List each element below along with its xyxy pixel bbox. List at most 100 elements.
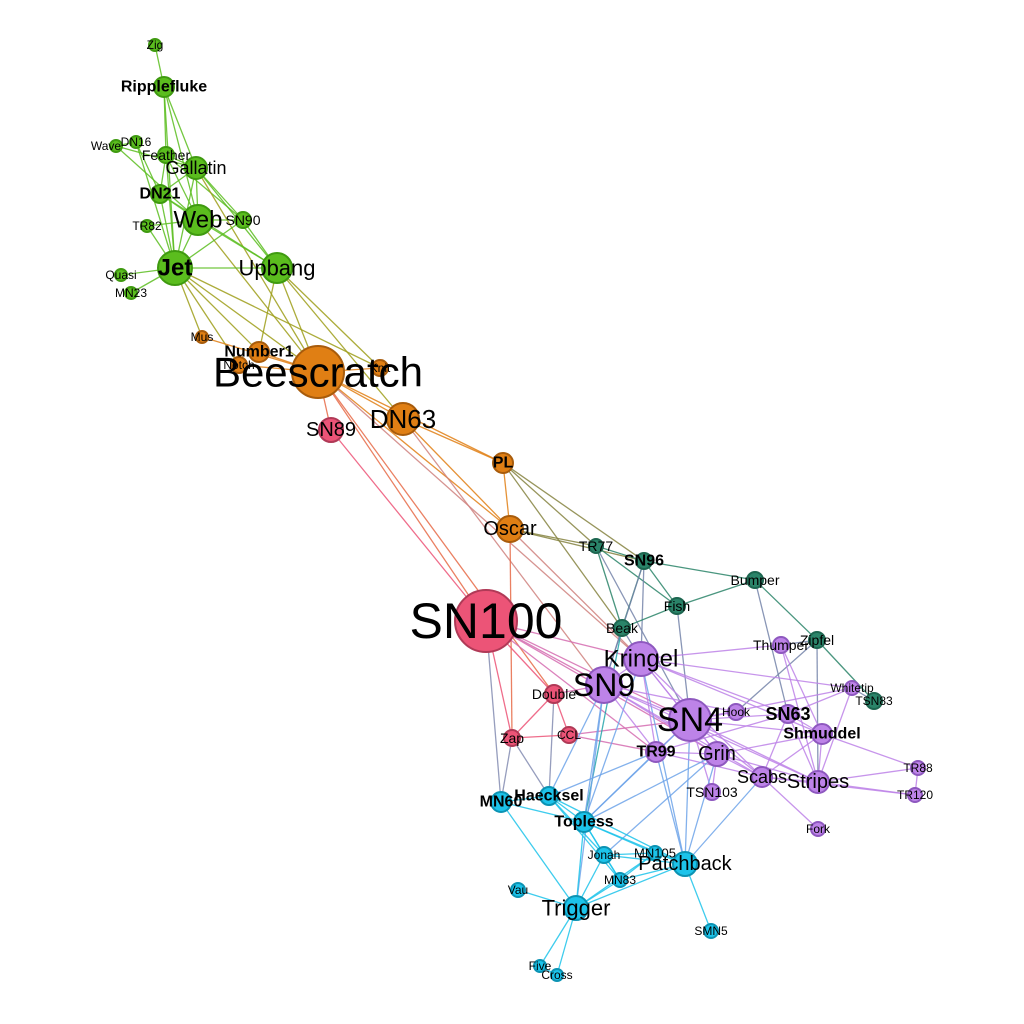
- node-label-cross: Cross: [541, 968, 572, 982]
- node-dn16[interactable]: [129, 135, 143, 149]
- node-mn23[interactable]: [124, 286, 138, 300]
- node-sn9[interactable]: [585, 666, 623, 704]
- edge-sn4-whitetip: [689, 687, 853, 721]
- node-jonah[interactable]: [595, 846, 613, 864]
- node-double[interactable]: [544, 684, 564, 704]
- edge-double-zap: [511, 693, 555, 739]
- node-patchback[interactable]: [672, 851, 698, 877]
- node-stripes[interactable]: [806, 770, 830, 794]
- node-fork[interactable]: [810, 821, 826, 837]
- node-label-tr88: TR88: [903, 761, 933, 775]
- edge-upbang-knit: [276, 267, 381, 369]
- edge-topless-patchback: [583, 821, 686, 865]
- edge-dn63-sn9: [402, 418, 605, 686]
- node-tr82[interactable]: [140, 219, 154, 233]
- node-label-sn89: SN89: [306, 419, 356, 441]
- node-zipfel[interactable]: [808, 631, 826, 649]
- edge-tr99-topless: [583, 751, 657, 823]
- node-cross[interactable]: [550, 968, 564, 982]
- node-fish[interactable]: [668, 597, 686, 615]
- node-hook[interactable]: [727, 703, 745, 721]
- node-label-quasi: Quasi: [105, 268, 136, 282]
- node-quasi[interactable]: [114, 268, 128, 282]
- node-tr88[interactable]: [910, 760, 926, 776]
- node-label-beak: Beak: [606, 620, 639, 636]
- node-oscar[interactable]: [496, 515, 524, 543]
- node-tr77[interactable]: [588, 538, 604, 554]
- node-sn63[interactable]: [778, 704, 798, 724]
- edge-grin-topless: [583, 753, 718, 823]
- node-label-zipfel: Zipfel: [800, 632, 834, 648]
- node-pl[interactable]: [492, 452, 514, 474]
- node-wave[interactable]: [109, 139, 123, 153]
- node-label-sn90: SN90: [225, 212, 260, 228]
- node-tr120[interactable]: [907, 787, 923, 803]
- edge-tr77-beak: [595, 545, 623, 629]
- node-mn83[interactable]: [612, 872, 628, 888]
- node-tsn83[interactable]: [865, 692, 883, 710]
- node-label-double: Double: [532, 686, 577, 702]
- node-gallatin[interactable]: [184, 156, 208, 180]
- node-sn100[interactable]: [454, 589, 518, 653]
- node-label-dn63: DN63: [370, 404, 436, 434]
- node-dn21[interactable]: [150, 184, 170, 204]
- node-ccl[interactable]: [560, 726, 578, 744]
- node-bumper[interactable]: [746, 571, 764, 589]
- node-mn60[interactable]: [490, 791, 512, 813]
- node-five[interactable]: [533, 959, 547, 973]
- node-label-grin: Grin: [698, 743, 736, 765]
- edge-mn60-topless: [500, 801, 585, 823]
- node-topless[interactable]: [573, 811, 595, 833]
- node-trigger[interactable]: [563, 895, 589, 921]
- node-number1[interactable]: [248, 341, 270, 363]
- node-jet[interactable]: [157, 250, 193, 286]
- node-beescratch[interactable]: [291, 345, 345, 399]
- node-upbang[interactable]: [261, 252, 293, 284]
- node-sn4[interactable]: [668, 698, 712, 742]
- node-kringel[interactable]: [623, 641, 659, 677]
- node-whitetip[interactable]: [844, 680, 860, 696]
- edge-oscar-sn96: [509, 528, 645, 562]
- node-notch[interactable]: [230, 356, 248, 374]
- node-label-notch: Notch: [223, 358, 254, 372]
- node-mn105[interactable]: [647, 845, 663, 861]
- node-knit[interactable]: [371, 359, 389, 377]
- node-mus[interactable]: [195, 330, 209, 344]
- node-label-fish: Fish: [664, 598, 690, 614]
- node-label-hook: Hook: [722, 705, 751, 719]
- node-sn90[interactable]: [234, 211, 252, 229]
- edge-jet-notch: [174, 267, 240, 366]
- edge-haecksel-mn83: [548, 795, 621, 881]
- node-zap[interactable]: [503, 729, 521, 747]
- node-sn96[interactable]: [635, 552, 653, 570]
- node-dn63[interactable]: [386, 402, 420, 436]
- node-vau[interactable]: [510, 882, 526, 898]
- edge-kringel-whitetip: [640, 658, 853, 689]
- node-label-vau: Vau: [508, 883, 528, 897]
- node-ripplefluke[interactable]: [153, 76, 175, 98]
- edge-jonah-patchback: [603, 854, 686, 865]
- node-label-mn83: MN83: [604, 873, 636, 887]
- node-thumper[interactable]: [772, 636, 790, 654]
- node-shmuddel[interactable]: [811, 723, 833, 745]
- node-feather[interactable]: [157, 146, 175, 164]
- node-tr99[interactable]: [645, 741, 667, 763]
- node-web[interactable]: [182, 204, 214, 236]
- node-label-stripes: Stripes: [787, 771, 849, 793]
- node-beak[interactable]: [613, 619, 631, 637]
- edge-thumper-stripes: [780, 644, 819, 783]
- edge-zap-ccl: [511, 734, 570, 739]
- node-grin[interactable]: [704, 741, 730, 767]
- node-smn5[interactable]: [703, 923, 719, 939]
- node-label-topless: Topless: [554, 814, 613, 831]
- node-tsn103[interactable]: [703, 783, 721, 801]
- node-haecksel[interactable]: [539, 786, 559, 806]
- edge-wave-gallatin: [115, 145, 197, 169]
- node-label-beescratch: Beescratch: [213, 349, 423, 396]
- node-zig[interactable]: [148, 38, 162, 52]
- node-label-sn9: SN9: [573, 667, 635, 703]
- node-scabs[interactable]: [751, 766, 773, 788]
- node-label-sn100: SN100: [410, 593, 563, 649]
- node-sn89[interactable]: [318, 417, 344, 443]
- edge-sn4-shmuddel: [689, 719, 823, 735]
